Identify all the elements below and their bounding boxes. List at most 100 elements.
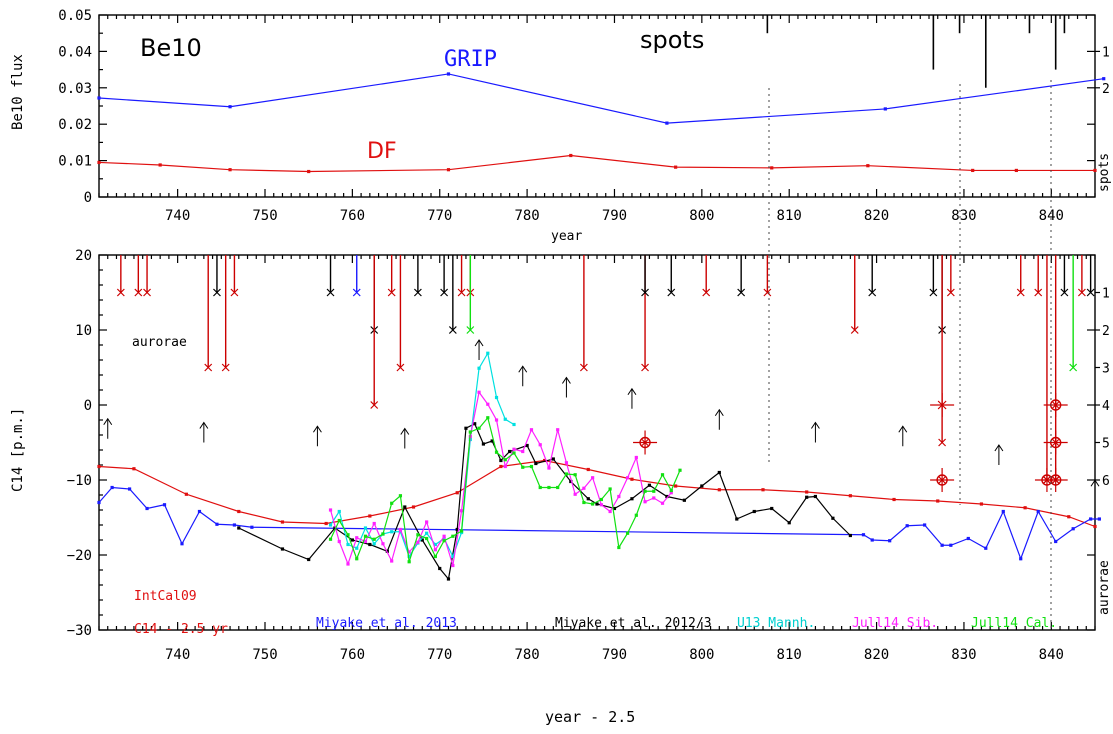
jull-sib-point: [643, 500, 647, 504]
legend-miyake2012: Miyake et al. 2012/3: [555, 616, 712, 631]
miyake2013-point: [870, 538, 874, 542]
jull-cal-point: [433, 554, 437, 559]
aurora-marker: [370, 401, 379, 409]
intcal09-point: [237, 509, 241, 514]
miyake2012-point: [665, 494, 669, 499]
arrow-up-head: [562, 376, 571, 384]
aurora-marker: [702, 288, 711, 297]
grip-point: [446, 72, 451, 76]
bottom-y-tick-label: −30: [67, 623, 92, 639]
jull-sib-point: [669, 491, 673, 495]
jull-cal-point: [355, 557, 359, 561]
miyake2012-point: [647, 483, 652, 487]
arrow-up-head: [627, 387, 637, 396]
miyake2012-point: [464, 426, 468, 430]
u13-point: [337, 509, 341, 514]
jull-cal-point: [660, 473, 665, 477]
miyake2012-point: [420, 538, 424, 542]
miyake2012-point: [735, 517, 739, 521]
miyake2013-point: [197, 509, 202, 514]
aurorae-tick-label: 6: [1102, 474, 1110, 489]
miyake2013-point: [250, 525, 254, 529]
df-point: [446, 168, 451, 172]
intcal09-point: [499, 464, 503, 469]
miyake2012-point: [813, 494, 818, 499]
top-x-tick-label: 740: [165, 208, 190, 224]
aurora-marker: [204, 363, 213, 372]
aurorae-tick-label: 5: [1102, 437, 1110, 452]
circle-marker-x: [938, 476, 946, 484]
jull-cal-point: [363, 534, 368, 538]
miyake2012-point: [438, 566, 442, 571]
intcal09-point: [1023, 506, 1027, 510]
aurora-marker: [440, 288, 449, 297]
jull-cal-point: [442, 539, 446, 543]
bottom-x-tick-label: 840: [1039, 647, 1064, 663]
u13-point: [451, 554, 455, 559]
aurora-marker: [1016, 288, 1025, 297]
top-x-tick-label: 840: [1039, 208, 1064, 224]
jull-cal-line: [329, 416, 681, 562]
jull-cal-point: [529, 464, 534, 469]
aurora-marker: [387, 288, 396, 297]
aurora-marker: [134, 288, 143, 297]
jull-cal-point: [643, 489, 647, 493]
circle-marker-x: [1052, 476, 1060, 484]
bottom-x-tick-label: 830: [951, 647, 976, 663]
u13-point: [494, 395, 499, 400]
jull-sib-point: [512, 447, 516, 451]
jull-cal-point: [669, 488, 673, 493]
intcal09-point: [280, 520, 285, 524]
jull-cal-point: [521, 465, 525, 469]
miyake2013-point: [1089, 517, 1093, 521]
u13-point: [477, 366, 481, 370]
miyake2012-point: [508, 449, 512, 454]
miyake2012-point: [403, 505, 407, 509]
u13-point: [425, 531, 429, 535]
aurora-marker: [868, 288, 877, 297]
jull-sib-point: [591, 476, 595, 480]
jull-sib-point: [381, 542, 385, 546]
jull-sib-point: [328, 508, 333, 512]
u13-point: [346, 542, 350, 547]
aurora-marker: [457, 288, 466, 297]
miyake2012-point: [534, 461, 538, 466]
bottom-x-tick-label: 800: [689, 647, 714, 663]
aurora-marker: [1069, 363, 1078, 372]
u13-point: [433, 542, 437, 547]
u13-point: [503, 417, 507, 421]
miyake2012-point: [586, 497, 590, 501]
aurora-marker: [413, 288, 422, 297]
circle-marker: [1049, 436, 1062, 449]
miyake2013-point: [180, 542, 184, 546]
label-be10: Be10: [140, 34, 202, 62]
intcal09-point: [805, 490, 809, 494]
label-aurorae: aurorae: [132, 335, 187, 350]
aurora-marker: [938, 438, 947, 447]
circle-marker-x: [641, 439, 649, 446]
miyake2012-point: [446, 577, 451, 581]
jull-cal-point: [573, 473, 577, 477]
miyake2012-point: [630, 497, 634, 501]
arrow-up-head: [313, 425, 322, 433]
arrow-up-head: [1090, 479, 1100, 487]
jull-sib-point: [617, 494, 621, 499]
jull-sib-point: [652, 496, 656, 500]
df-point: [866, 164, 870, 168]
jull-sib-point: [372, 521, 376, 526]
u13-line: [330, 351, 515, 559]
jull-sib-point: [433, 548, 437, 552]
jull-sib-point: [521, 449, 525, 454]
aurora-marker: [396, 363, 405, 372]
arrow-up-head: [400, 427, 410, 435]
circle-marker: [639, 436, 651, 449]
aurorae-tick-label: 2: [1102, 324, 1110, 339]
bottom-y-tick-label: 20: [75, 248, 92, 264]
bottom-x-tick-label: 820: [864, 647, 889, 663]
jull-cal-point: [468, 430, 472, 434]
bottom-y-tick-label: −20: [67, 548, 92, 564]
u13-point: [363, 526, 368, 530]
miyake2013-point: [162, 503, 167, 507]
jull-cal-point: [416, 533, 420, 537]
miyake2012-point: [752, 509, 756, 514]
